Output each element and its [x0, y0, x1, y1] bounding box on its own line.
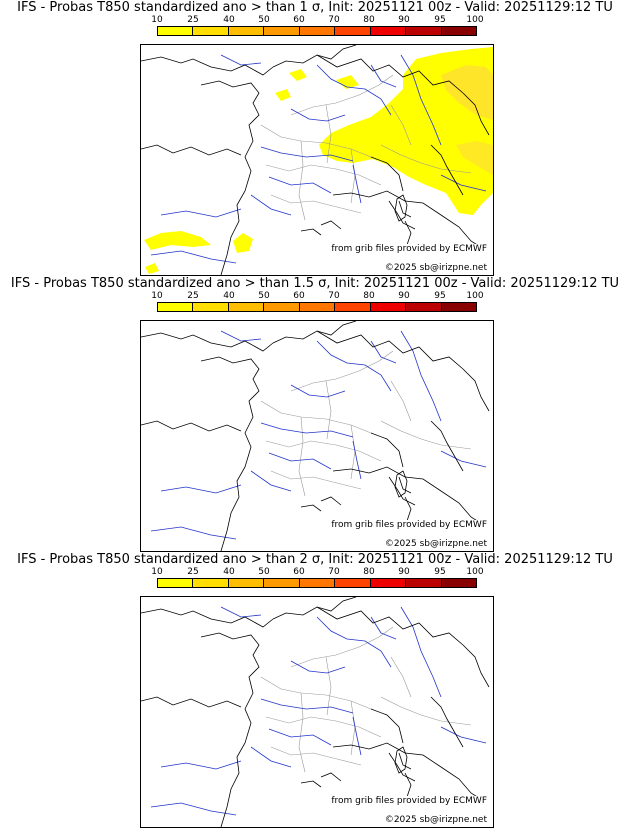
- colorbar-tick: 40: [223, 15, 235, 25]
- colorbar-segment: [370, 303, 407, 311]
- colorbar-segment: [406, 579, 442, 587]
- colorbar-tick: 60: [293, 291, 305, 301]
- map-area: from grib files provided by ECMWF ©2025 …: [140, 320, 494, 552]
- map-panel-2: IFS - Probas T850 standardized ano > tha…: [0, 276, 630, 552]
- map-area: from grib files provided by ECMWF ©2025 …: [140, 44, 494, 276]
- colorbar-tick: 70: [328, 15, 340, 25]
- colorbar-tick: 95: [434, 291, 446, 301]
- colorbar-tick: 80: [363, 567, 375, 577]
- colorbar-tick: 90: [398, 291, 410, 301]
- credit-copyright: ©2025 sb@irizpne.net: [382, 815, 489, 825]
- colorbar-tick: 95: [434, 15, 446, 25]
- corsica-coast: [394, 746, 408, 774]
- colorbar-tick: 80: [363, 291, 375, 301]
- rivers: [150, 606, 487, 816]
- colorbar-segment: [335, 579, 371, 587]
- colorbar-ticks: 10 25 40 50 60 70 80 90 95 100: [151, 15, 483, 25]
- credit-copyright: ©2025 sb@irizpne.net: [382, 539, 489, 549]
- colorbar-segment: [370, 579, 407, 587]
- colorbar-ticks: 10 25 40 50 60 70 80 90 95 100: [151, 291, 483, 301]
- colorbar-ticks: 10 25 40 50 60 70 80 90 95 100: [151, 567, 483, 577]
- panel-title: IFS - Probas T850 standardized ano > tha…: [17, 552, 613, 567]
- coastline: [141, 45, 490, 275]
- map-svg: [141, 321, 490, 551]
- colorbar-tick: 100: [466, 15, 484, 25]
- rivers: [150, 54, 487, 264]
- colorbar: [157, 26, 477, 36]
- colorbar-segment: [299, 27, 336, 35]
- rivers: [150, 330, 487, 540]
- map-svg: [141, 597, 490, 827]
- panel-title: IFS - Probas T850 standardized ano > tha…: [10, 276, 620, 291]
- colorbar-segment: [335, 27, 371, 35]
- colorbar-segment: [264, 27, 300, 35]
- colorbar-tick: 60: [293, 15, 305, 25]
- colorbar-segment: [441, 579, 476, 587]
- map-panel-3: IFS - Probas T850 standardized ano > tha…: [0, 552, 630, 828]
- anomaly-fill: [144, 47, 493, 274]
- credit-source: from grib files provided by ECMWF: [329, 520, 489, 530]
- colorbar-tick: 40: [223, 567, 235, 577]
- map-area: from grib files provided by ECMWF ©2025 …: [140, 596, 494, 828]
- coastline: [141, 597, 490, 827]
- map-panel-1: IFS - Probas T850 standardized ano > tha…: [0, 0, 630, 276]
- colorbar: [157, 302, 477, 312]
- colorbar-tick: 70: [328, 291, 340, 301]
- colorbar-tick: 60: [293, 567, 305, 577]
- credit-copyright: ©2025 sb@irizpne.net: [382, 263, 489, 273]
- colorbar-segment: [228, 303, 265, 311]
- colorbar-segment: [193, 579, 229, 587]
- colorbar-segment: [158, 303, 194, 311]
- colorbar-segment: [441, 303, 476, 311]
- colorbar-tick: 80: [363, 15, 375, 25]
- colorbar-segment: [299, 579, 336, 587]
- colorbar-tick: 10: [151, 15, 163, 25]
- colorbar-tick: 100: [466, 291, 484, 301]
- colorbar-segment: [406, 303, 442, 311]
- colorbar-segment: [335, 303, 371, 311]
- colorbar-segment: [441, 27, 476, 35]
- colorbar-segment: [264, 579, 300, 587]
- colorbar-segment: [193, 27, 229, 35]
- region-borders: [260, 350, 472, 497]
- colorbar-tick: 40: [223, 291, 235, 301]
- colorbar-tick: 25: [187, 291, 199, 301]
- colorbar: [157, 578, 477, 588]
- colorbar-segment: [228, 27, 265, 35]
- colorbar-tick: 50: [258, 291, 270, 301]
- panel-title: IFS - Probas T850 standardized ano > tha…: [17, 0, 613, 15]
- coastline: [141, 321, 490, 551]
- colorbar-segment: [264, 303, 300, 311]
- colorbar-tick: 70: [328, 567, 340, 577]
- colorbar-tick: 50: [258, 567, 270, 577]
- colorbar-tick: 90: [398, 567, 410, 577]
- colorbar-tick: 90: [398, 15, 410, 25]
- colorbar-segment: [370, 27, 407, 35]
- colorbar-segment: [406, 27, 442, 35]
- colorbar-segment: [158, 27, 194, 35]
- colorbar-segment: [158, 579, 194, 587]
- colorbar-tick: 10: [151, 567, 163, 577]
- colorbar-tick: 25: [187, 15, 199, 25]
- credit-source: from grib files provided by ECMWF: [329, 244, 489, 254]
- credit-source: from grib files provided by ECMWF: [329, 796, 489, 806]
- region-borders: [260, 626, 472, 773]
- colorbar-segment: [299, 303, 336, 311]
- colorbar-tick: 50: [258, 15, 270, 25]
- colorbar-tick: 25: [187, 567, 199, 577]
- colorbar-tick: 10: [151, 291, 163, 301]
- colorbar-tick: 100: [466, 567, 484, 577]
- corsica-coast: [394, 194, 408, 222]
- colorbar-tick: 95: [434, 567, 446, 577]
- corsica-coast: [394, 470, 408, 498]
- colorbar-segment: [228, 579, 265, 587]
- colorbar-segment: [193, 303, 229, 311]
- map-svg: [141, 45, 493, 275]
